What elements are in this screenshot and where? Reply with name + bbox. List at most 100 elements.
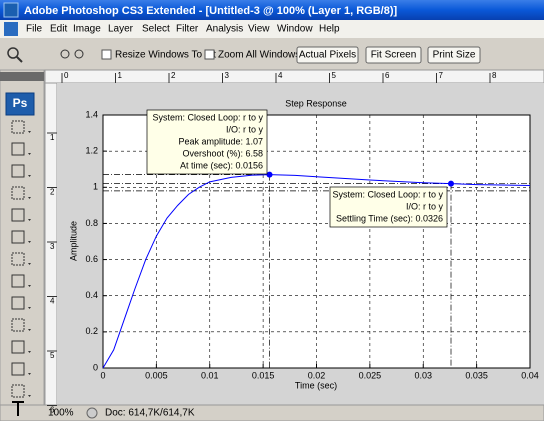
type-tool-icon[interactable]	[12, 401, 24, 416]
ruler-label: 5	[332, 71, 337, 80]
ruler-label: 1	[50, 133, 55, 142]
menu-item[interactable]: File	[26, 24, 43, 35]
ruler-label: 6	[50, 406, 55, 415]
annotation-text: I/O: r to y	[226, 124, 264, 134]
tool-icon[interactable]	[11, 142, 25, 156]
ruler-label: 6	[385, 71, 390, 80]
y-tick-label: 0.4	[85, 290, 98, 300]
x-tick-label: 0.035	[465, 370, 488, 380]
ruler-label: 1	[118, 71, 123, 80]
zoom-tool-icon[interactable]	[7, 47, 19, 59]
title-bar	[0, 0, 544, 20]
chart-title: Step Response	[285, 98, 347, 108]
annotation-box	[146, 109, 268, 175]
status-doc: Doc: 614,7K/614,7K	[105, 408, 195, 419]
ruler-label: 4	[278, 71, 283, 80]
menu-item[interactable]: Filter	[176, 24, 199, 35]
tool-arrow	[28, 153, 31, 155]
x-tick-label: 0.005	[145, 370, 168, 380]
x-tick-label: 0.02	[308, 370, 326, 380]
ruler-label: 4	[50, 297, 55, 306]
zoom-in-icon[interactable]	[60, 49, 70, 59]
ruler-label: 5	[50, 351, 55, 360]
button-label: Actual Pixels	[299, 50, 356, 61]
tool-icon[interactable]	[11, 274, 25, 288]
annotation-marker[interactable]	[266, 171, 273, 178]
ruler-label: 8	[492, 71, 497, 80]
tool-icon[interactable]	[11, 296, 25, 310]
menu-item[interactable]: Window	[277, 24, 313, 35]
annotation-box	[329, 186, 448, 228]
annotation-marker[interactable]	[448, 180, 455, 187]
x-tick-label: 0.025	[359, 370, 382, 380]
annotation-text: At time (sec): 0.0156	[180, 160, 263, 170]
tool-icon[interactable]	[11, 120, 25, 134]
button[interactable]	[296, 46, 359, 64]
status-icon	[86, 407, 98, 419]
y-tick-label: 0.6	[85, 254, 98, 264]
y-tick-label: 0.2	[85, 326, 98, 336]
menu-item[interactable]: Layer	[108, 24, 134, 35]
zoom-out-icon[interactable]	[74, 49, 84, 59]
tool-icon[interactable]	[11, 230, 25, 244]
menu-item[interactable]: View	[248, 24, 270, 35]
tool-arrow	[28, 219, 31, 221]
ps-menu-icon[interactable]	[4, 22, 18, 36]
menu-item[interactable]: Edit	[50, 24, 67, 35]
status-bar	[0, 404, 544, 421]
zoom-tool-handle	[16, 56, 23, 63]
tool-icon[interactable]	[11, 318, 25, 332]
tool-icon[interactable]	[11, 208, 25, 222]
checkbox-label: Resize Windows To Fit	[115, 50, 216, 61]
y-tick-label: 0.8	[85, 218, 98, 228]
menu-item[interactable]: Select	[142, 24, 170, 35]
x-tick-label: 0.03	[414, 370, 432, 380]
tool-arrow	[28, 175, 31, 177]
tools-header	[0, 72, 44, 81]
ruler-label: 3	[50, 242, 55, 251]
y-tick-label: 1.4	[85, 109, 98, 119]
menu-bar	[0, 20, 544, 38]
ruler-label: 3	[225, 71, 230, 80]
tool-arrow	[28, 395, 31, 397]
ps-logo[interactable]	[5, 92, 35, 116]
y-tick-label: 1	[93, 182, 98, 192]
checkbox[interactable]	[204, 49, 215, 60]
annotation-text: System: Closed Loop: r to y	[152, 112, 263, 122]
x-axis-label: Time (sec)	[295, 380, 337, 390]
tool-icon[interactable]	[11, 252, 25, 266]
checkbox-label: Zoom All Windows	[218, 50, 300, 61]
x-tick-label: 0.01	[201, 370, 219, 380]
tool-arrow	[28, 197, 31, 199]
button-label: Print Size	[433, 50, 476, 61]
button[interactable]	[427, 46, 481, 64]
y-tick-label: 0	[93, 362, 98, 372]
tool-arrow	[28, 329, 31, 331]
menu-item[interactable]: Analysis	[206, 24, 243, 35]
tool-icon[interactable]	[11, 384, 25, 398]
tool-icon[interactable]	[11, 164, 25, 178]
button[interactable]	[365, 46, 422, 64]
annotation-text: System: Closed Loop: r to y	[332, 189, 443, 199]
checkbox[interactable]	[101, 49, 112, 60]
annotation-text: Peak amplitude: 1.07	[178, 136, 263, 146]
menu-item[interactable]: Image	[73, 24, 101, 35]
tool-icon[interactable]	[11, 362, 25, 376]
tool-arrow	[28, 373, 31, 375]
tool-arrow	[28, 351, 31, 353]
response-line	[102, 174, 531, 369]
ruler-label: 2	[50, 188, 55, 197]
tool-arrow	[28, 263, 31, 265]
annotation-text: I/O: r to y	[406, 201, 444, 211]
tool-icon[interactable]	[11, 186, 25, 200]
annotation-text: Overshoot (%): 6.58	[182, 148, 263, 158]
annotation-text: Settling Time (sec): 0.0326	[336, 213, 443, 223]
menu-item[interactable]: Help	[319, 24, 340, 35]
ruler-label: 0	[64, 71, 69, 80]
ruler-label: 7	[439, 71, 444, 80]
ps-logo-text: Ps	[13, 96, 28, 110]
tool-icon[interactable]	[11, 340, 25, 354]
app-icon	[3, 2, 19, 18]
